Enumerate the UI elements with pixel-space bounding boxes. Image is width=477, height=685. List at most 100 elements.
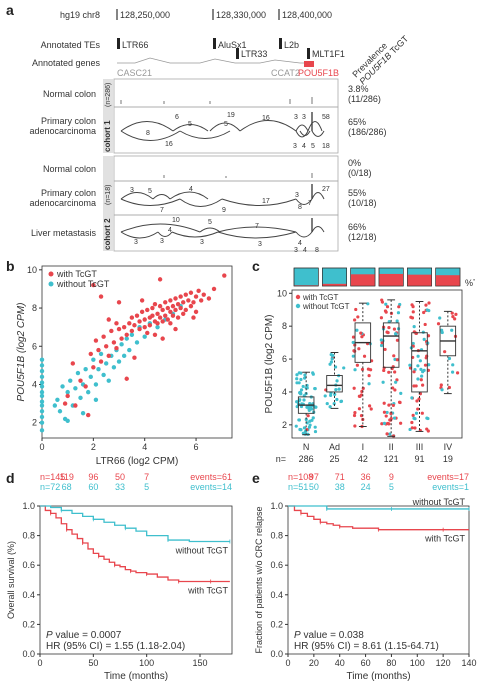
cohort2-sidebar <box>103 156 113 251</box>
te-ltr66 <box>117 38 120 49</box>
n-value: 42 <box>358 454 368 464</box>
data-point <box>367 374 371 378</box>
x-tick-label: 100 <box>410 658 425 668</box>
data-point <box>451 314 455 319</box>
data-point <box>132 355 137 360</box>
junction-label: 16 <box>262 115 270 122</box>
data-point <box>222 273 227 278</box>
data-point <box>114 345 119 351</box>
tcgt-bar-bg <box>322 267 347 287</box>
data-point <box>440 388 444 392</box>
coord-3: 128,400,000 <box>282 10 332 20</box>
gene-pou5f1b-label: POU5F1B <box>298 68 339 78</box>
data-point <box>387 403 391 407</box>
category-label: I <box>362 442 365 452</box>
data-point <box>55 397 60 402</box>
risk-count: n=51 <box>288 482 308 492</box>
data-point <box>379 316 384 320</box>
y-axis-label: POU5F1B (log2 CPM) <box>264 315 275 414</box>
data-point <box>60 384 65 389</box>
data-point <box>191 300 196 305</box>
data-point <box>313 425 317 429</box>
x-tick-label: 6 <box>194 442 199 452</box>
data-point <box>98 294 104 299</box>
data-point <box>419 367 423 371</box>
cohort1-sidebar <box>103 79 113 153</box>
data-point <box>98 351 104 357</box>
survival-curve <box>40 505 230 543</box>
data-point <box>397 305 401 309</box>
data-point <box>386 421 390 426</box>
risk-count: 96 <box>88 472 98 482</box>
data-point <box>160 307 165 313</box>
cohort2-normal-coverage <box>163 173 313 178</box>
data-point <box>369 407 373 411</box>
data-point <box>427 301 431 305</box>
cohort1-normal-frac: (11/286) <box>348 94 381 104</box>
tcgt-bar-fill <box>407 274 432 286</box>
cohort2-liver-coverage <box>120 218 325 239</box>
data-point <box>420 374 424 378</box>
data-point <box>304 417 308 422</box>
y-tick-label: 4 <box>282 387 287 397</box>
x-tick-label: 0 <box>37 658 42 668</box>
n-value: 91 <box>414 454 424 464</box>
risk-count: 71 <box>335 472 345 482</box>
te-ltr66-label: LTR66 <box>122 40 148 50</box>
risk-count: 68 <box>62 482 72 492</box>
data-point <box>382 410 387 414</box>
data-point <box>155 324 160 330</box>
data-point <box>86 412 91 418</box>
data-point <box>88 351 93 357</box>
data-point <box>137 319 142 324</box>
data-point <box>124 332 129 337</box>
tcgt-bar-fill <box>322 283 347 286</box>
tcgt-bar-outline <box>350 267 376 287</box>
data-point <box>39 384 45 389</box>
data-point <box>39 357 45 362</box>
data-point <box>393 388 397 392</box>
data-point <box>423 322 427 327</box>
data-point <box>412 325 416 329</box>
data-point <box>411 310 415 314</box>
te-ltr33-label: LTR33 <box>241 49 267 59</box>
cohort2-liver-junction-labels: 10 5 3 3 4 7 3 3 4 3 4 8 <box>134 217 319 254</box>
curve-label-with: with TcGT <box>424 534 465 544</box>
n-value: 19 <box>443 454 453 464</box>
data-point <box>425 308 429 312</box>
data-point <box>352 386 356 390</box>
data-point <box>142 334 147 339</box>
gene-ccat2-label: CCAT2 <box>271 68 300 78</box>
data-point <box>388 432 392 436</box>
data-point <box>121 353 127 359</box>
tcgt-bar-outline <box>293 267 319 287</box>
data-point <box>410 396 414 400</box>
data-point <box>175 315 181 320</box>
category-label: N <box>303 442 310 452</box>
data-point <box>425 427 429 431</box>
y-tick-label: 0.4 <box>22 590 35 600</box>
cohort1-primary-label-2: adenocarcinoma <box>29 126 96 136</box>
x-tick-label: 50 <box>88 658 98 668</box>
data-point <box>421 370 425 374</box>
p-value: P value = 0.038 <box>294 630 364 641</box>
cohort1-normal-label: Normal colon <box>43 89 96 99</box>
data-point <box>39 409 45 414</box>
data-point <box>124 376 129 381</box>
junction-label: 27 <box>322 186 330 193</box>
data-point <box>389 411 393 416</box>
p-value: P value = 0.0007 <box>46 630 122 641</box>
risk-count: 36 <box>361 472 371 482</box>
data-point <box>39 399 45 404</box>
data-point <box>39 368 45 374</box>
cohort2-normal-frac: (0/18) <box>348 168 372 178</box>
x-tick-label: 0 <box>39 442 44 452</box>
events-count: events=14 <box>190 482 232 492</box>
data-point <box>392 327 397 331</box>
data-point <box>134 340 140 345</box>
events-count: events=1 <box>432 482 469 492</box>
assembly-label: hg19 chr8 <box>60 10 100 20</box>
risk-count: 38 <box>335 482 345 492</box>
cohort2-normal-pct: 0% <box>348 158 361 168</box>
data-point <box>181 300 186 305</box>
